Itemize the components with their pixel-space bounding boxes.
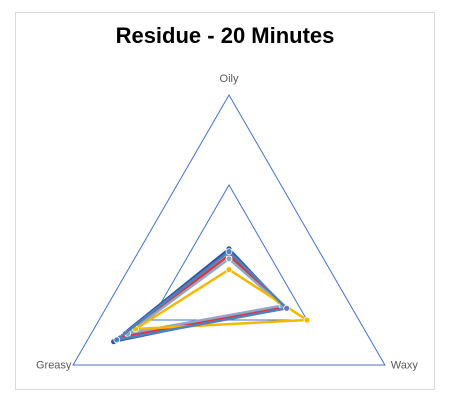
series-line <box>122 253 288 338</box>
marker <box>303 316 311 324</box>
axis-label: Waxy <box>391 360 419 372</box>
axis-label: Oily <box>220 73 239 85</box>
marker <box>225 255 233 263</box>
marker <box>225 266 233 274</box>
series-line <box>130 268 311 331</box>
series-line <box>126 257 285 335</box>
chart-frame <box>15 12 435 390</box>
chart-title: Residue - 20 Minutes <box>116 23 335 48</box>
marker <box>113 336 121 344</box>
grid-ring <box>72 94 386 366</box>
marker <box>283 304 291 312</box>
marker <box>225 248 233 256</box>
series-line <box>115 249 290 342</box>
axis-label: Greasy <box>36 360 72 372</box>
